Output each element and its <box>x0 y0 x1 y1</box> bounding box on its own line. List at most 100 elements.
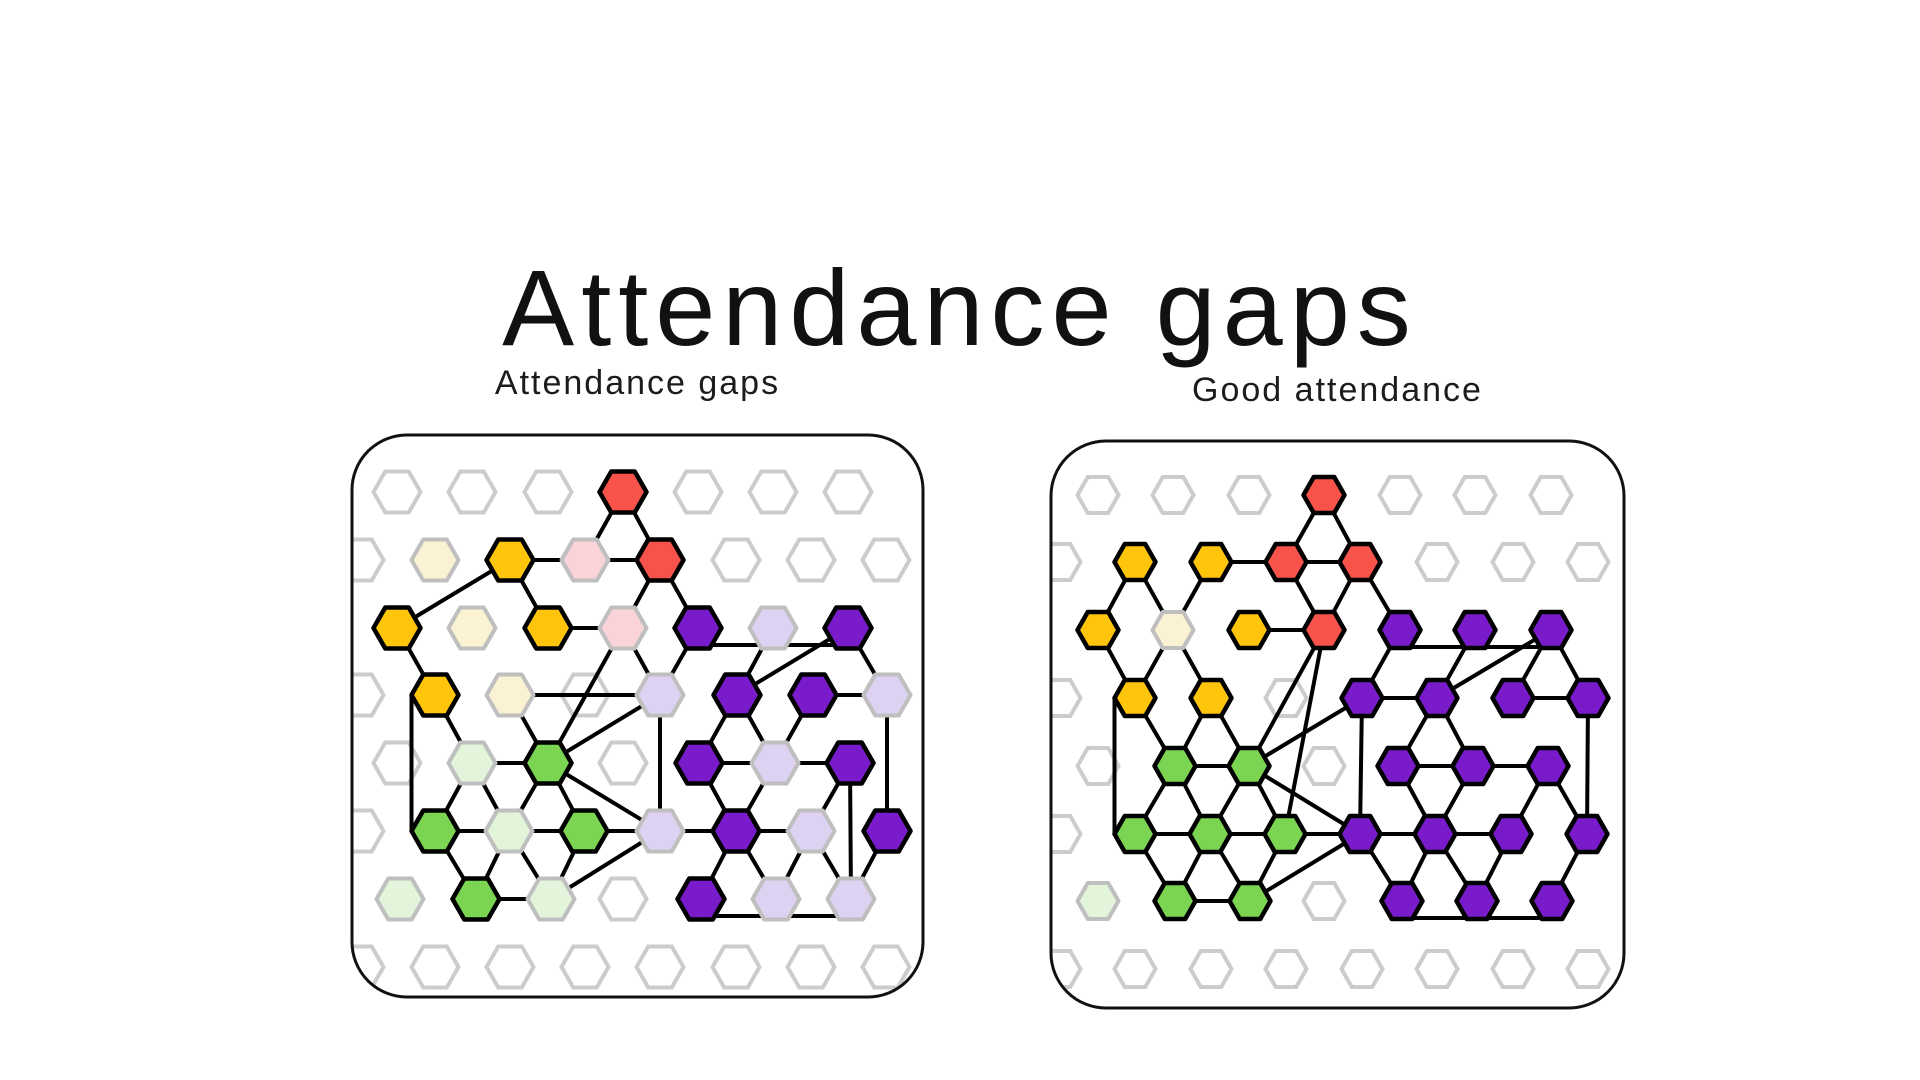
absent-student-hexagon <box>483 808 535 854</box>
absent-student-hexagon <box>409 537 461 583</box>
absent-student-hexagon <box>446 605 498 651</box>
edge-line <box>1248 832 1362 903</box>
bg-hexagon <box>1528 475 1574 515</box>
bg-hexagon <box>1226 475 1272 515</box>
present-student-hexagon <box>824 740 876 786</box>
present-student-hexagon <box>484 537 536 583</box>
bg-hexagon <box>1051 678 1083 718</box>
present-student-hexagon <box>558 808 610 854</box>
present-student-hexagon <box>710 808 762 854</box>
bg-hexagon <box>1051 542 1083 582</box>
present-student-hexagon <box>1375 745 1421 787</box>
present-student-hexagon <box>371 605 423 651</box>
present-student-hexagon <box>1414 677 1460 719</box>
present-student-hexagon <box>1152 745 1198 787</box>
bg-hexagon <box>352 808 386 854</box>
bg-hexagon <box>1301 746 1347 786</box>
absent-student-hexagon <box>597 605 649 651</box>
bg-hexagon <box>1075 746 1121 786</box>
present-student-hexagon <box>673 740 725 786</box>
present-student-hexagon <box>1112 541 1158 583</box>
present-student-hexagon <box>861 808 913 854</box>
absent-student-hexagon <box>559 537 611 583</box>
absent-student-hexagon <box>825 876 877 922</box>
bg-hexagon <box>1301 881 1347 921</box>
present-student-hexagon <box>1188 541 1234 583</box>
bg-hexagon <box>1377 475 1423 515</box>
panel-attendance-gaps <box>350 433 925 999</box>
bg-hexagon <box>1150 475 1196 515</box>
present-student-hexagon <box>711 672 763 718</box>
present-student-hexagon <box>1339 677 1385 719</box>
present-student-hexagon <box>1188 677 1234 719</box>
present-student-hexagon <box>522 740 574 786</box>
edge-line <box>1585 696 1590 836</box>
bg-hexagon <box>446 469 498 515</box>
bg-hexagon <box>634 944 686 990</box>
bg-hexagon <box>1112 949 1158 989</box>
present-student-hexagon <box>822 605 874 651</box>
right-panel-subtitle: Good attendance <box>1192 371 1483 409</box>
absent-student-hexagon <box>374 876 426 922</box>
present-student-hexagon <box>1075 609 1121 651</box>
bg-hexagon <box>597 740 649 786</box>
bg-hexagon <box>371 740 423 786</box>
absent-student-hexagon <box>525 876 577 922</box>
present-student-hexagon <box>1450 745 1496 787</box>
present-student-hexagon <box>1262 813 1308 855</box>
present-student-hexagon <box>409 808 461 854</box>
present-student-hexagon <box>1490 677 1536 719</box>
present-student-hexagon <box>1452 609 1498 651</box>
bg-hexagon <box>484 944 536 990</box>
present-student-hexagon <box>1301 474 1347 516</box>
present-student-hexagon <box>1525 745 1571 787</box>
bg-hexagon <box>785 537 837 583</box>
present-student-hexagon <box>1529 880 1575 922</box>
edge-line <box>1247 696 1364 768</box>
present-student-hexagon <box>1263 541 1309 583</box>
bg-hexagon <box>1452 475 1498 515</box>
present-student-hexagon <box>522 605 574 651</box>
bg-hexagon <box>1051 814 1083 854</box>
absent-student-hexagon <box>634 672 686 718</box>
present-student-hexagon <box>634 537 686 583</box>
present-student-hexagon <box>1565 677 1611 719</box>
bg-hexagon <box>597 876 649 922</box>
bg-hexagon <box>522 469 574 515</box>
present-student-hexagon <box>1112 813 1158 855</box>
present-student-hexagon <box>597 469 649 515</box>
bg-hexagon <box>1075 475 1121 515</box>
bg-hexagon <box>1339 949 1385 989</box>
bg-hexagon <box>352 944 386 990</box>
bg-hexagon <box>1565 542 1611 582</box>
absent-student-hexagon <box>750 876 802 922</box>
present-student-hexagon <box>1564 813 1610 855</box>
present-student-hexagon <box>1528 609 1574 651</box>
absent-student-hexagon <box>861 672 913 718</box>
bg-hexagon <box>710 537 762 583</box>
present-student-hexagon <box>409 672 461 718</box>
bg-hexagon <box>860 944 912 990</box>
present-student-hexagon <box>1377 609 1423 651</box>
present-student-hexagon <box>1301 609 1347 651</box>
bg-hexagon <box>710 944 762 990</box>
present-student-hexagon <box>1227 880 1273 922</box>
bg-hexagon <box>785 944 837 990</box>
present-student-hexagon <box>450 876 502 922</box>
bg-hexagon <box>409 944 461 990</box>
absent-student-hexagon <box>749 740 801 786</box>
bg-hexagon <box>747 469 799 515</box>
edge-line <box>1247 764 1362 836</box>
present-student-hexagon <box>1412 813 1458 855</box>
bg-hexagon <box>1565 949 1611 989</box>
bg-hexagon <box>1414 542 1460 582</box>
bg-hexagon <box>559 944 611 990</box>
absent-student-hexagon <box>634 808 686 854</box>
present-student-hexagon <box>1226 609 1272 651</box>
present-student-hexagon <box>1152 880 1198 922</box>
edge-line <box>1247 628 1326 768</box>
bg-hexagon <box>352 537 386 583</box>
absent-student-hexagon <box>747 605 799 651</box>
bg-hexagon <box>1490 542 1536 582</box>
